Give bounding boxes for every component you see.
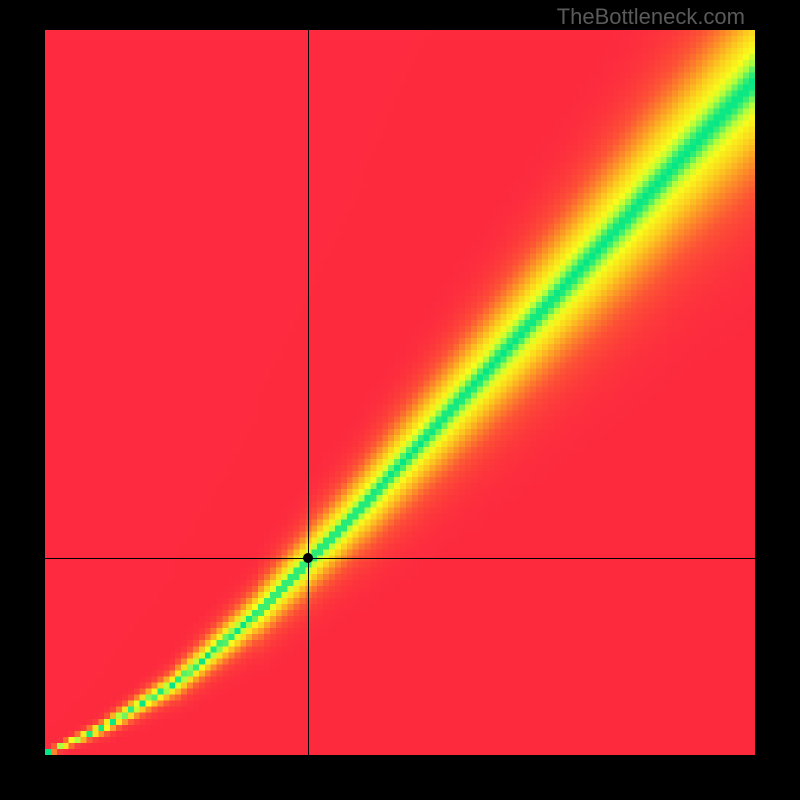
watermark-text: TheBottleneck.com — [557, 4, 745, 30]
crosshair-vertical — [308, 30, 309, 755]
heatmap-canvas — [45, 30, 755, 755]
plot-area — [45, 30, 755, 755]
data-point-marker — [303, 553, 313, 563]
crosshair-horizontal — [45, 558, 755, 559]
